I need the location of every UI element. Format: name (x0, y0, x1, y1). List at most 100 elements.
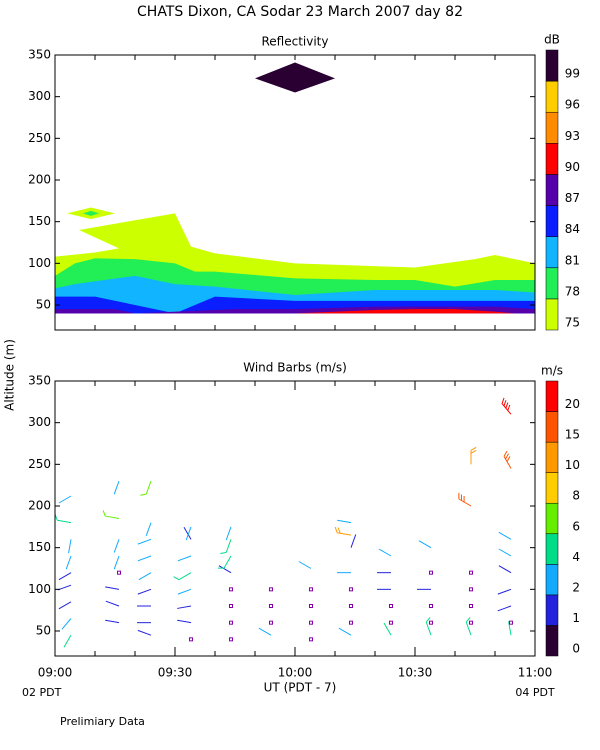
y-tick-label: 300 (28, 89, 51, 103)
y-tick-label: 50 (36, 624, 51, 638)
wind-barb (105, 600, 120, 607)
x-end-label: 04 PDT (515, 686, 555, 699)
calm-marker (469, 620, 473, 625)
colorbar-box (545, 267, 559, 300)
wind-barb (177, 605, 192, 609)
wind-barb (63, 634, 72, 648)
colorbar-box (545, 380, 559, 412)
wind-barb (498, 565, 512, 574)
wind-barb (218, 555, 232, 569)
calm-marker (469, 570, 473, 575)
colorbar-label: 99 (565, 67, 580, 81)
wind-barb (383, 622, 392, 636)
y-tick-label: 150 (28, 540, 51, 554)
colorbar-box (545, 594, 559, 626)
panel-title: Wind Barbs (m/s) (243, 361, 347, 375)
wind-barb (137, 538, 152, 545)
wind-barb (61, 618, 72, 630)
calm-marker (269, 620, 273, 625)
wind-barb (337, 519, 352, 524)
y-tick-label: 250 (28, 131, 51, 145)
x-axis-label: UT (PDT - 7) (264, 681, 337, 695)
wind-barb (350, 534, 357, 548)
colorbar-label: 0 (572, 642, 580, 656)
wind-barb (140, 480, 152, 496)
colorbar-label: 78 (565, 284, 580, 298)
colorbar-box (545, 502, 559, 535)
calm-marker (429, 570, 433, 575)
wind-barb (65, 555, 72, 570)
calm-marker (269, 587, 273, 592)
y-axis-label: Altitude (m) (3, 339, 17, 411)
calm-marker (229, 587, 233, 592)
colorbar-box (545, 411, 559, 443)
calm-marker (469, 587, 473, 592)
contour-layer (55, 62, 535, 314)
wind-barb (458, 493, 472, 507)
wind-barb (138, 572, 152, 581)
colorbar-label: 4 (572, 550, 580, 564)
colorbar-label: 1 (572, 611, 580, 625)
wind-barb (258, 627, 272, 636)
calm-marker (229, 604, 233, 608)
colorbar-box (545, 441, 559, 473)
wind-barb (185, 526, 192, 541)
colorbar-unit: dB (544, 33, 560, 47)
wind-barb (497, 588, 512, 595)
wind-barb (137, 588, 152, 595)
contour-region (255, 62, 335, 93)
x-tick-label: 10:00 (278, 666, 313, 680)
calm-marker (429, 604, 433, 608)
calm-marker (309, 620, 313, 625)
wind-barb (218, 565, 232, 574)
wind-barb (58, 495, 72, 504)
wind-barb (113, 555, 120, 570)
calm-marker (269, 604, 273, 608)
colorbar-label: 90 (565, 160, 580, 174)
y-tick-label: 350 (28, 374, 51, 388)
calm-marker (309, 637, 313, 642)
wind-barb (177, 555, 192, 562)
wind-barb (425, 617, 432, 636)
calm-marker (469, 604, 473, 608)
wind-barb (137, 629, 152, 636)
x-tick-label: 09:00 (38, 666, 73, 680)
colorbar-box (545, 236, 559, 269)
wind-barb (68, 539, 72, 554)
wind-barb (418, 540, 432, 549)
colorbar-box (545, 111, 559, 144)
colorbar-box (545, 49, 559, 82)
wind-barb (58, 601, 72, 610)
wind-barb (145, 522, 152, 536)
colorbar-box (545, 80, 559, 113)
colorbar-label: 84 (565, 222, 580, 236)
wind-barb (57, 584, 72, 591)
wind-barb (54, 514, 72, 524)
wind-barb (105, 586, 120, 590)
calm-marker (389, 620, 393, 625)
colorbar-label: 96 (565, 98, 580, 112)
calm-marker (309, 587, 313, 592)
colorbar-label: 6 (572, 519, 580, 533)
calm-marker (429, 620, 433, 625)
wind-barb (497, 605, 512, 612)
colorbar-box (545, 143, 559, 175)
y-tick-label: 100 (28, 256, 51, 270)
calm-marker (229, 637, 233, 642)
panel-title: Reflectivity (261, 35, 328, 49)
wind-barb (501, 397, 512, 415)
wind-barb (58, 572, 72, 581)
y-tick-label: 50 (36, 298, 51, 312)
colorbar-label: 93 (565, 129, 580, 143)
colorbar-box (545, 174, 559, 206)
wind-barb (503, 450, 512, 469)
y-tick-label: 300 (28, 415, 51, 429)
calm-marker (229, 620, 233, 625)
page-title: CHATS Dixon, CA Sodar 23 March 2007 day … (137, 4, 463, 20)
calm-marker (509, 620, 513, 625)
colorbar-label: 81 (565, 253, 580, 267)
x-tick-label: 09:30 (158, 666, 193, 680)
calm-marker (349, 620, 353, 625)
colorbar-box (545, 205, 559, 237)
